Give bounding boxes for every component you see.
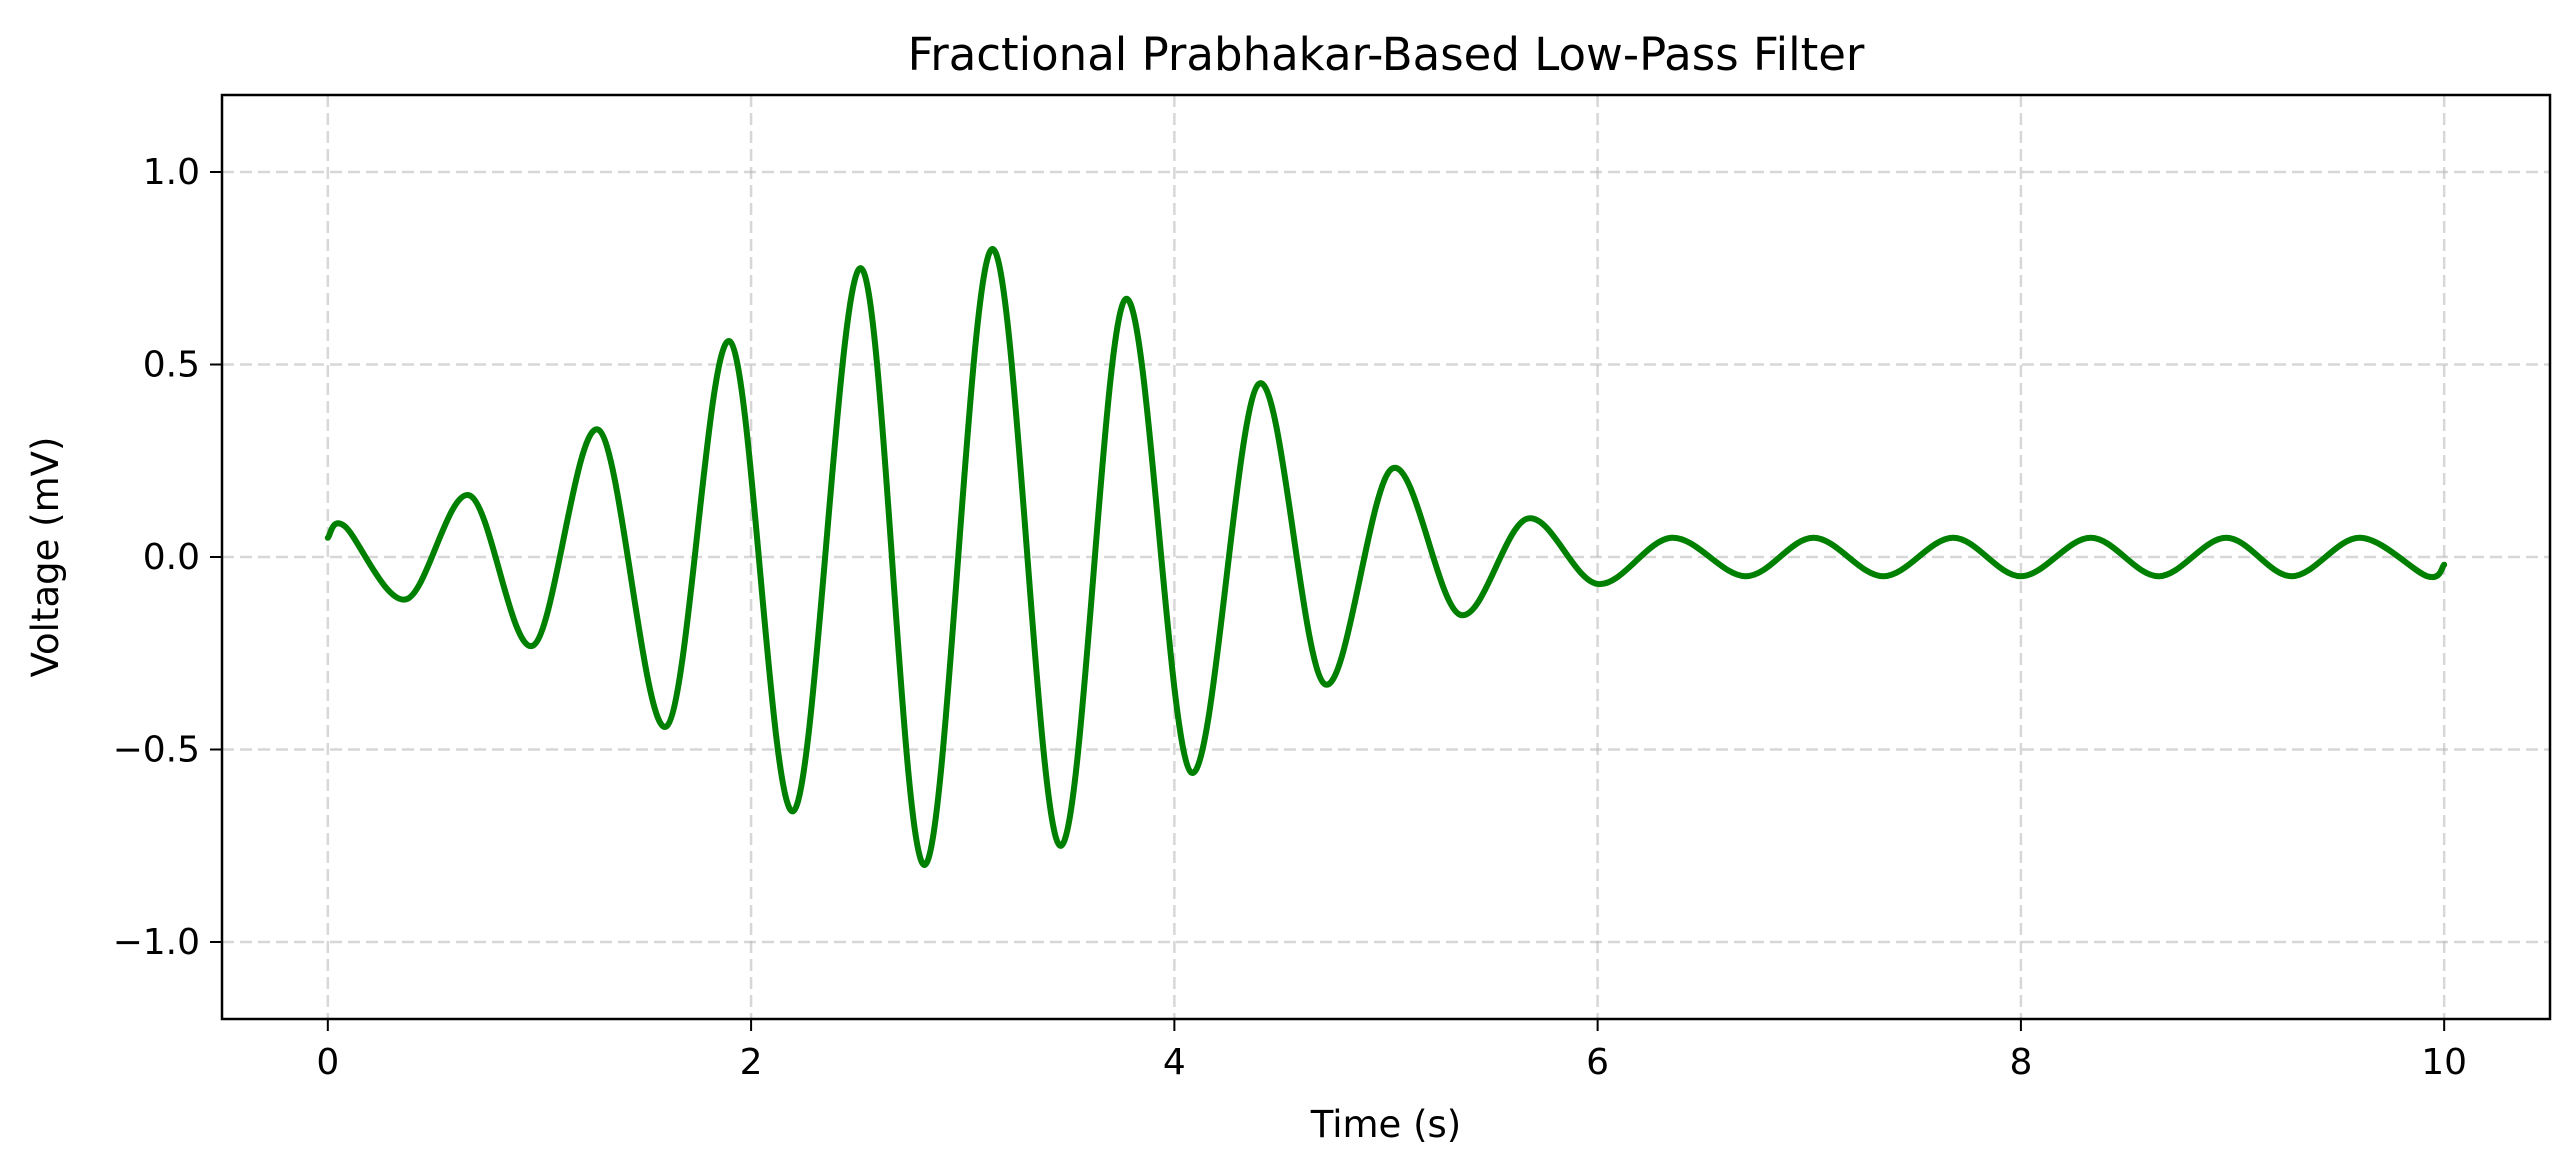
x-tick-label: 0 [316,1042,339,1083]
x-tick-label: 10 [2421,1042,2467,1083]
y-tick-label: 0.0 [143,537,200,578]
y-axis-label: Voltage (mV) [24,437,67,678]
chart-title: Fractional Prabhakar-Based Low-Pass Filt… [908,28,1865,81]
x-tick-label: 8 [2009,1042,2032,1083]
y-tick-label: 0.5 [143,345,200,386]
x-tick-label: 4 [1163,1042,1186,1083]
series-line [324,245,2448,869]
y-tick-label: 1.0 [143,152,200,193]
y-tick-label: −1.0 [113,922,200,963]
series-layer [324,245,2448,869]
x-tick-label: 2 [740,1042,763,1083]
x-axis-label: Time (s) [1310,1103,1461,1146]
grid [222,95,2550,1019]
y-axis-ticks: 1.0 0.5 0.0 −0.5 −1.0 [113,152,222,963]
x-axis-ticks: 0 2 4 6 8 10 [316,1019,2467,1083]
x-tick-label: 6 [1586,1042,1609,1083]
y-tick-label: −0.5 [113,730,200,771]
